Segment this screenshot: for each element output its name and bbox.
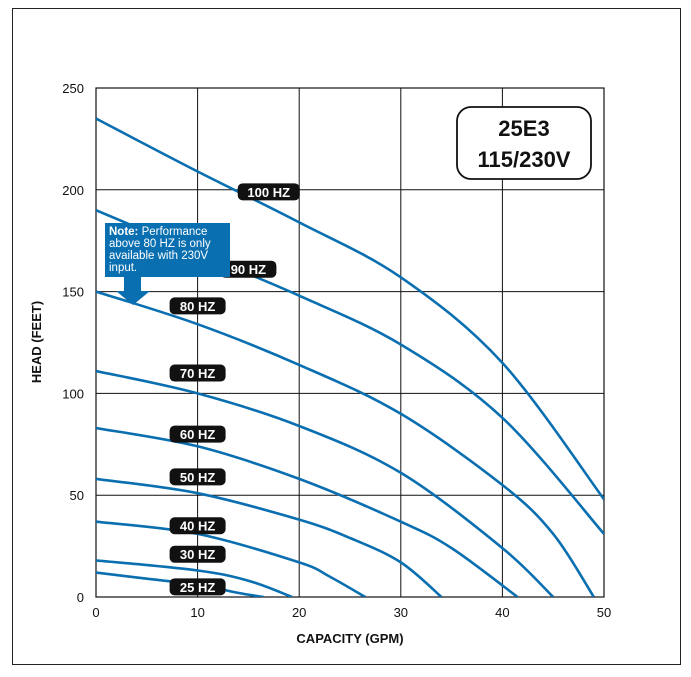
- curve-label: 40 HZ: [169, 517, 226, 535]
- y-tick-label: 250: [62, 81, 84, 96]
- x-tick-labels: 0 10 20 30 40 50: [92, 605, 611, 620]
- note-callout: Note: Performance above 80 HZ is only av…: [105, 223, 230, 305]
- y-tick-labels: 0 50 100 150 200 250: [62, 81, 84, 605]
- curve-label-text: 70 HZ: [180, 366, 215, 381]
- curve-label-text: 40 HZ: [180, 519, 215, 534]
- curve-label: 100 HZ: [237, 183, 300, 201]
- curve-label-badge: [169, 517, 226, 535]
- curve-30-hz: [96, 559, 293, 597]
- note-line-2: above 80 HZ is only: [109, 238, 211, 250]
- x-tick-label: 10: [190, 605, 204, 620]
- y-tick-label: 150: [62, 285, 84, 300]
- x-axis-title: CAPACITY (GPM): [296, 631, 403, 646]
- y-tick-label: 50: [70, 488, 84, 503]
- curve-label: 25 HZ: [169, 578, 226, 596]
- note-text-1: Performance: [142, 226, 208, 238]
- curve-label-text: 80 HZ: [180, 299, 215, 314]
- curve-label: 60 HZ: [169, 425, 226, 443]
- curve-label-badge: [169, 468, 226, 486]
- y-tick-label: 200: [62, 183, 84, 198]
- model-box: 25E3 115/230V: [456, 106, 592, 180]
- x-tick-label: 50: [597, 605, 611, 620]
- curve-label-text: 50 HZ: [180, 470, 215, 485]
- curve-label: 30 HZ: [169, 545, 226, 563]
- note-box: [105, 223, 230, 277]
- chart-frame: 0 10 20 30 40 50 0 50 100 150 200 250 100 HZ 90 HZ 8…: [12, 8, 681, 665]
- curve-label-badge: [169, 425, 226, 443]
- curve-label-text: 25 HZ: [180, 580, 215, 595]
- note-bold: Note:: [109, 226, 138, 238]
- curve-label: 70 HZ: [169, 364, 226, 382]
- curve-label-text: 90 HZ: [231, 262, 266, 277]
- curve-label: 90 HZ: [220, 260, 277, 278]
- curve-label: 50 HZ: [169, 468, 226, 486]
- curve-40-hz: [96, 520, 366, 597]
- curve-70-hz: [96, 369, 555, 597]
- y-tick-label: 0: [77, 590, 84, 605]
- note-line-1: Note: Performance: [109, 226, 207, 238]
- curve-label-badge: [169, 297, 226, 315]
- curve-label-text: 30 HZ: [180, 547, 215, 562]
- curve-label-badge: [169, 364, 226, 382]
- x-tick-label: 0: [92, 605, 99, 620]
- model-name: 25E3: [498, 116, 549, 141]
- curve-100-hz: [96, 117, 604, 501]
- curve-label-text: 100 HZ: [247, 185, 290, 200]
- curve-label-badge: [220, 260, 277, 278]
- model-box-frame: [456, 106, 592, 180]
- x-tick-label: 30: [394, 605, 408, 620]
- pump-curve-chart: 0 10 20 30 40 50 0 50 100 150 200 250 100 HZ 90 HZ 8…: [29, 81, 611, 646]
- curve-label-badge: [169, 545, 226, 563]
- model-voltage: 115/230V: [478, 147, 571, 172]
- curve-label-text: 60 HZ: [180, 427, 215, 442]
- x-tick-label: 20: [292, 605, 306, 620]
- x-tick-label: 40: [495, 605, 509, 620]
- note-line-3: available with 230V: [109, 250, 208, 262]
- curve-80-hz: [96, 290, 595, 597]
- curve-label-badge: [169, 578, 226, 596]
- curve-labels: 100 HZ 90 HZ 80 HZ 70 HZ 60 HZ 50 HZ 40 HZ 30 H…: [169, 183, 300, 596]
- curve-50-hz: [96, 477, 443, 597]
- note-line-4: input.: [109, 262, 137, 274]
- curve-label: 80 HZ: [169, 297, 226, 315]
- curve-label-badge: [237, 183, 300, 201]
- y-tick-label: 100: [62, 386, 84, 401]
- note-arrow: [116, 277, 150, 305]
- y-axis-title: HEAD (FEET): [29, 301, 44, 383]
